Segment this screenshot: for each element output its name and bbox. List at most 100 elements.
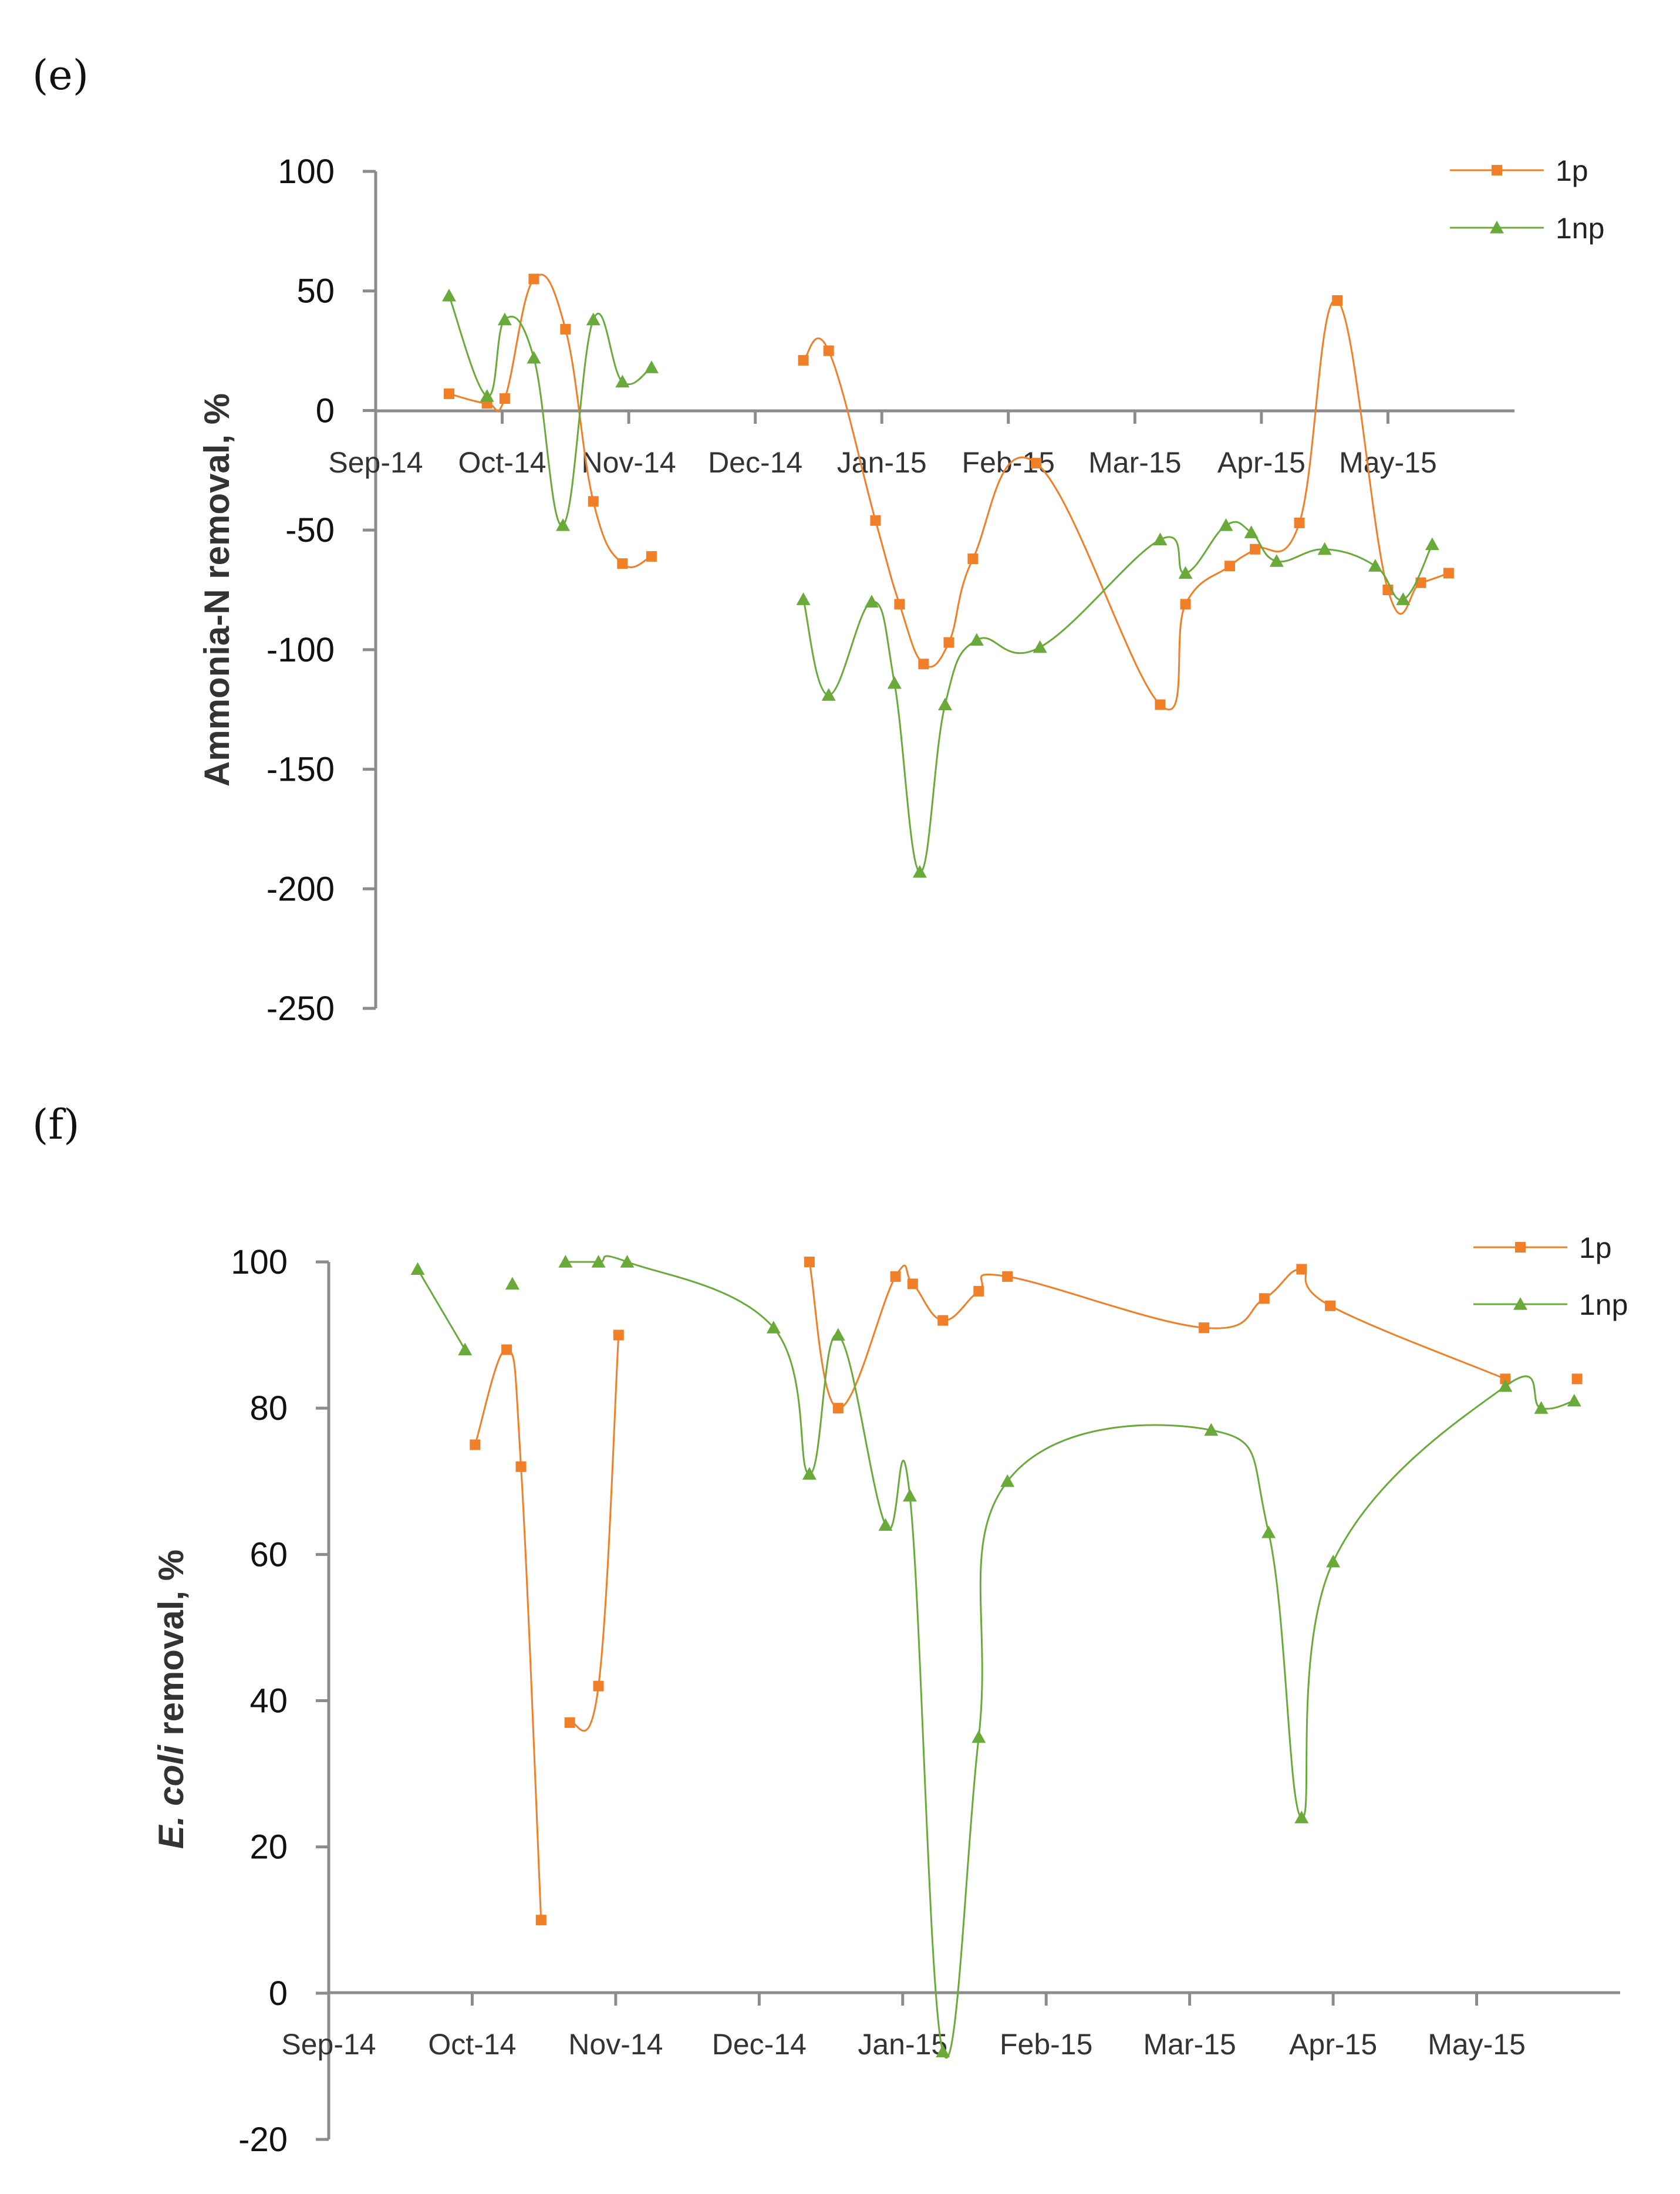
data-point-1np <box>821 688 836 701</box>
data-point-1p <box>804 1257 815 1267</box>
data-point-1p <box>1500 1373 1511 1385</box>
data-point-1p <box>823 345 834 356</box>
data-point-1np <box>802 1467 817 1480</box>
data-point-1p <box>870 515 881 526</box>
data-point-1np <box>527 350 541 364</box>
data-point-1np <box>1368 559 1382 572</box>
data-point-1np <box>591 1255 606 1268</box>
legend-label: 1p <box>1579 1231 1612 1264</box>
data-point-1np <box>497 312 512 326</box>
data-point-1np <box>442 288 457 302</box>
legend-label: 1np <box>1556 212 1604 245</box>
data-point-1p <box>937 1315 949 1326</box>
data-point-1np <box>1178 566 1193 579</box>
legend-entry-1p: 1p <box>1473 1231 1612 1264</box>
x-tick-label: Dec-14 <box>712 2028 807 2061</box>
series-1p <box>444 274 1454 711</box>
data-point-1np <box>1000 1474 1015 1487</box>
series-1p <box>470 1257 1583 1926</box>
data-point-1p <box>564 1717 575 1728</box>
data-point-1np <box>903 1488 917 1502</box>
data-point-1p <box>1031 458 1042 469</box>
y-tick-label: 80 <box>249 1389 288 1427</box>
data-point-1p <box>613 1329 624 1341</box>
data-point-1np <box>1396 592 1411 605</box>
data-point-1p <box>1180 599 1191 610</box>
data-point-1p <box>1259 1293 1270 1304</box>
data-point-1p <box>1325 1300 1336 1311</box>
data-point-1np <box>887 676 902 689</box>
x-tick-label: Sep-14 <box>281 2028 376 2061</box>
y-tick-label: -20 <box>238 2121 288 2159</box>
data-point-1np <box>1033 640 1047 653</box>
y-tick-label: 40 <box>249 1682 288 1720</box>
series-1np <box>410 1255 1581 2059</box>
data-point-1p <box>973 1285 984 1297</box>
y-tick-label: 0 <box>269 1974 288 2013</box>
data-point-1np <box>558 1255 573 1268</box>
data-point-1p <box>588 496 599 507</box>
data-point-1np <box>938 697 952 711</box>
data-point-1np <box>766 1321 781 1334</box>
data-point-1p <box>1002 1271 1013 1282</box>
y-tick-label: 100 <box>231 1243 288 1281</box>
chart-ammonia: 100 50 0 -50 -100 -150 -200 -250 Sep-14 Oct-14 Nov… <box>197 153 1604 1028</box>
data-point-1p <box>1199 1322 1210 1334</box>
chart-ecoli: 100 80 60 40 20 0 -20 Sep-14 Oct-14 Nov-14 Dec-14 J… <box>151 1231 1628 2159</box>
data-point-1np <box>796 592 811 605</box>
y-tick-label: -150 <box>266 751 335 789</box>
legend-entry-1p: 1p <box>1450 154 1588 187</box>
data-point-1p <box>560 323 571 335</box>
data-point-1p <box>907 1278 918 1290</box>
data-point-1np <box>1153 532 1168 546</box>
series-line-1np <box>417 1268 466 1351</box>
x-tick-label: Feb-15 <box>1000 2028 1092 2061</box>
data-point-1np <box>1498 1379 1513 1392</box>
data-point-1p <box>890 1271 901 1282</box>
data-point-1np <box>586 312 601 326</box>
data-point-1p <box>1250 544 1261 555</box>
data-point-1np <box>936 2044 950 2058</box>
data-point-1np <box>878 1518 893 1531</box>
data-point-1p <box>528 274 539 285</box>
data-point-1p <box>470 1439 481 1450</box>
series-line-1np <box>565 1255 1575 2059</box>
data-point-1np <box>615 374 630 388</box>
series-line-1p <box>808 1261 1506 1409</box>
x-tick-label: Mar-15 <box>1088 446 1181 479</box>
data-point-1np <box>1269 554 1284 567</box>
data-point-1p <box>515 1461 527 1472</box>
data-point-1p <box>1296 1264 1307 1275</box>
series-line-1p <box>569 1335 620 1732</box>
data-point-1p <box>943 637 954 648</box>
data-point-1p <box>646 551 657 562</box>
data-point-1p <box>1443 568 1454 579</box>
legend-marker <box>1515 1242 1526 1253</box>
legend-marker <box>1492 165 1502 175</box>
legend-marker <box>1490 221 1504 234</box>
data-point-1p <box>918 659 929 670</box>
series-line-1np <box>448 295 652 526</box>
y-axis-title: Ammonia-N removal, % <box>197 393 237 787</box>
data-point-1p <box>1571 1373 1583 1385</box>
x-tick-label: Jan-15 <box>858 2028 947 2061</box>
data-point-1p <box>894 599 905 610</box>
series-line-1p <box>474 1348 542 1920</box>
y-tick-label: 0 <box>316 391 335 430</box>
y-tick-label: -50 <box>285 511 335 549</box>
data-point-1p <box>501 1344 512 1355</box>
x-tick-label: Dec-14 <box>708 446 802 479</box>
legend-label: 1p <box>1556 154 1588 187</box>
data-point-1np <box>831 1328 845 1341</box>
data-point-1np <box>1567 1393 1581 1407</box>
data-point-1p <box>593 1680 604 1692</box>
y-axis-title: E. coli removal, % <box>151 1550 191 1849</box>
x-tick-label: Nov-14 <box>568 2028 663 2061</box>
y-tick-label: 50 <box>296 272 335 310</box>
data-point-1p <box>1332 295 1343 306</box>
data-point-1np <box>458 1342 473 1356</box>
data-point-1np <box>1261 1525 1276 1538</box>
x-tick-label: May-15 <box>1339 446 1437 479</box>
data-point-1p <box>444 388 455 399</box>
